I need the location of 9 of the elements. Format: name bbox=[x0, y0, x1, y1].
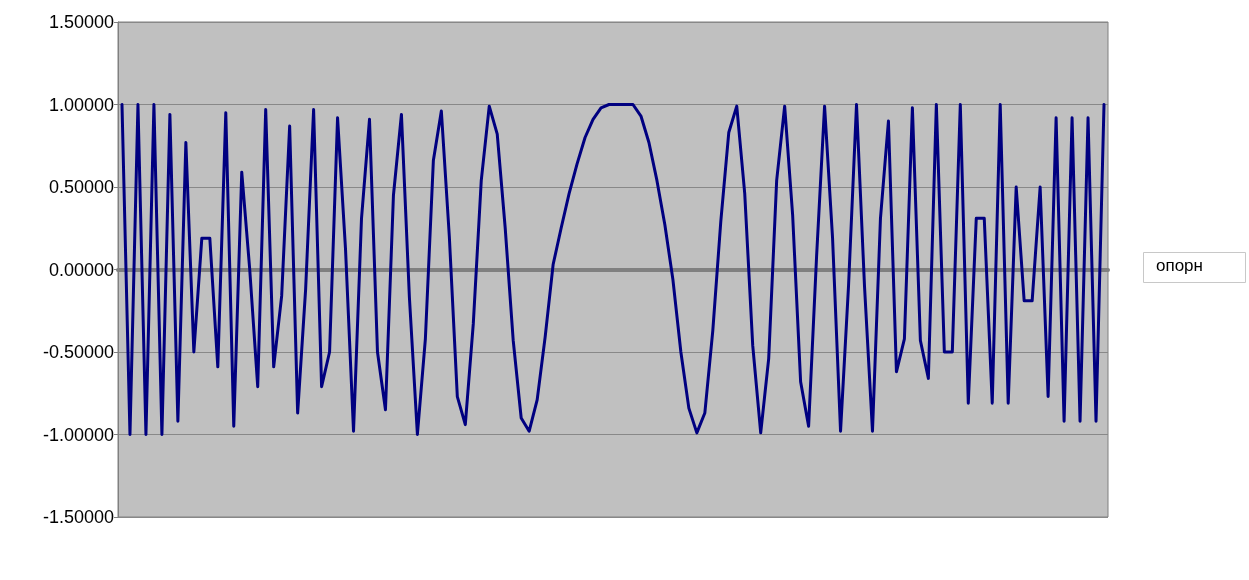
y-tick-label: -1.00000 bbox=[42, 424, 114, 445]
y-tick-label: -0.50000 bbox=[42, 342, 114, 362]
y-tick-label: 1.00000 bbox=[48, 94, 114, 115]
y-tick-label: 1.50000 bbox=[48, 12, 114, 32]
line-series bbox=[120, 103, 1106, 436]
y-tick-label: 0.50000 bbox=[48, 177, 114, 197]
text: опорн bbox=[1156, 256, 1203, 275]
y-tick-label: -1.50000 bbox=[42, 507, 114, 527]
y-tick-label: 0.00000 bbox=[48, 259, 114, 280]
